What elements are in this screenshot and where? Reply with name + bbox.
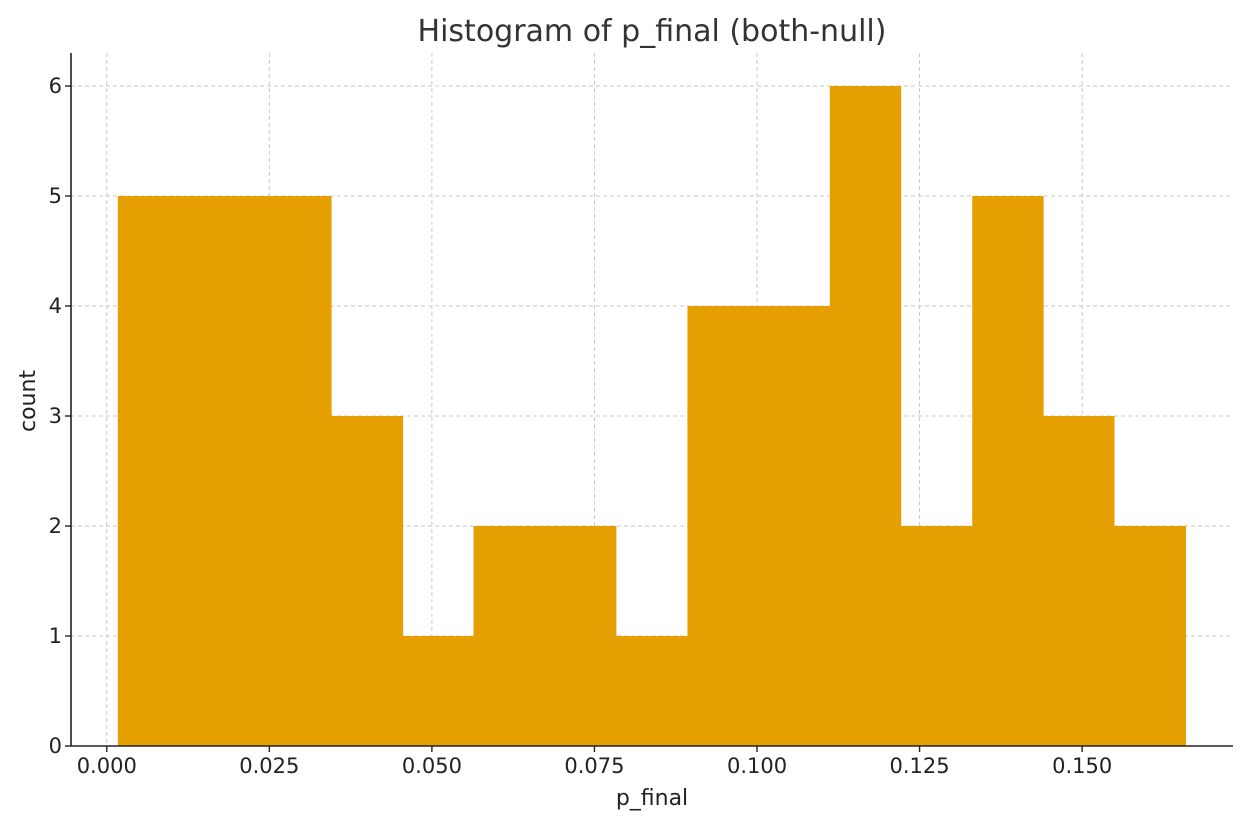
x-tick-label: 0.025 <box>239 754 299 778</box>
y-tick-label: 5 <box>49 184 62 208</box>
x-axis-ticks: 0.000 0.025 0.050 0.075 0.100 0.125 0.150 <box>77 746 1112 778</box>
histogram-bar <box>402 636 475 746</box>
histogram-bar <box>1114 526 1187 746</box>
histogram-bar <box>331 416 404 746</box>
x-tick-label: 0.075 <box>564 754 624 778</box>
y-tick-label: 2 <box>49 514 62 538</box>
x-tick-label: 0.000 <box>77 754 137 778</box>
histogram-bar <box>117 196 190 746</box>
y-tick-label: 4 <box>49 294 62 318</box>
histogram-bar <box>829 86 902 746</box>
histogram-bar <box>758 306 831 746</box>
x-tick-label: 0.150 <box>1052 754 1112 778</box>
x-axis-label: p_final <box>616 786 688 811</box>
histogram-bar <box>687 306 759 746</box>
x-tick-label: 0.100 <box>727 754 787 778</box>
histogram-bars <box>117 86 1187 746</box>
histogram-bar <box>473 526 546 746</box>
x-tick-label: 0.050 <box>402 754 462 778</box>
y-tick-label: 3 <box>49 404 62 428</box>
x-tick-label: 0.125 <box>890 754 950 778</box>
histogram-bar <box>1043 416 1115 746</box>
histogram-bar <box>900 526 973 746</box>
chart-title: Histogram of p_final (both-null) <box>418 14 887 49</box>
histogram-bar <box>260 196 332 746</box>
histogram-bar <box>972 196 1044 746</box>
y-axis-ticks: 0 1 2 3 4 5 6 <box>49 74 71 758</box>
y-tick-label: 0 <box>49 734 62 758</box>
histogram-bar <box>188 196 261 746</box>
histogram-bar <box>545 526 617 746</box>
y-axis-label: count <box>16 370 41 432</box>
histogram-bar <box>615 636 688 746</box>
y-tick-label: 1 <box>49 624 62 648</box>
y-tick-label: 6 <box>49 74 62 98</box>
